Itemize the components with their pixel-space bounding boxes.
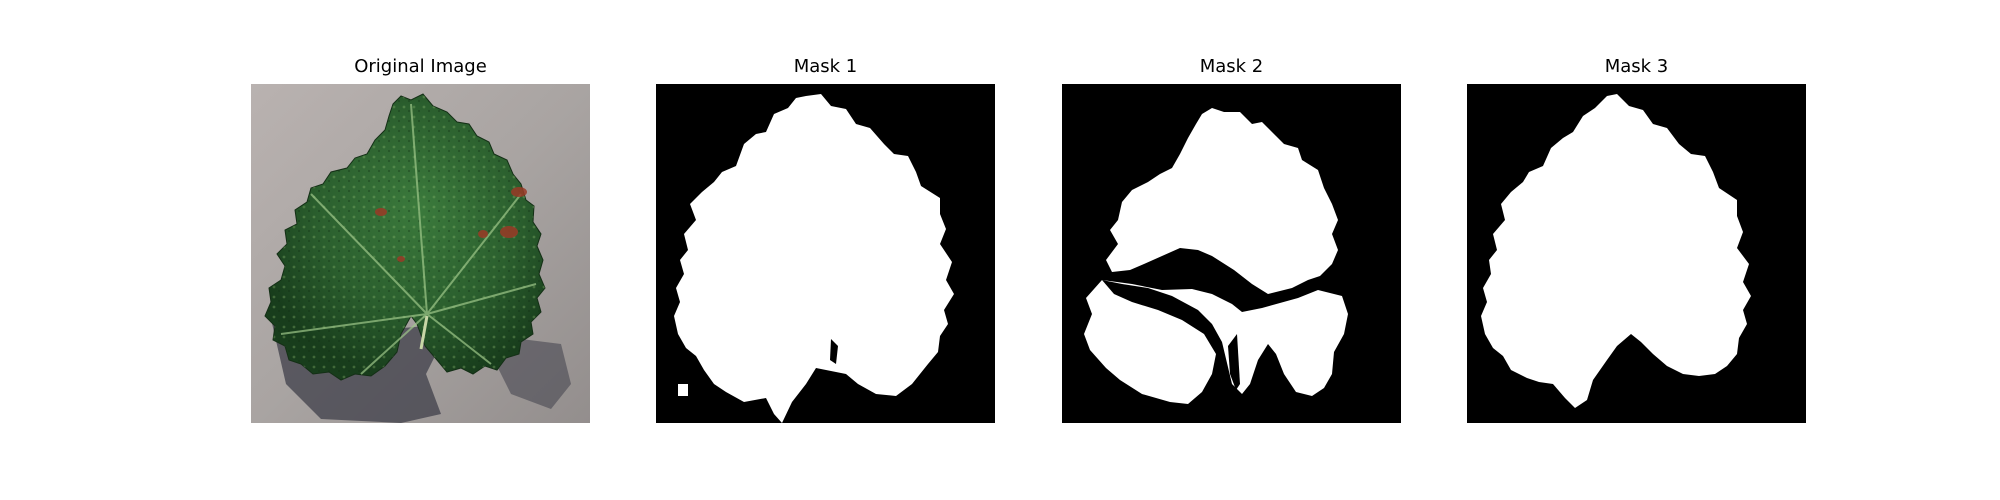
panel-mask-1: Mask 1	[656, 50, 995, 425]
panel-original-image: Original Image	[251, 50, 590, 425]
mask-1-image	[656, 84, 995, 423]
panel-title: Mask 1	[793, 56, 858, 77]
leaf-lesions	[375, 187, 527, 262]
panel-mask-3: Mask 3	[1467, 50, 1806, 425]
panel-title: Original Image	[354, 56, 487, 77]
mask-3-image	[1467, 84, 1806, 423]
leaf-veins	[280, 103, 537, 375]
mask-foreground	[674, 94, 954, 423]
mask-foreground	[1481, 94, 1751, 408]
panel-mask-2: Mask 2	[1062, 50, 1401, 425]
panel-title: Mask 2	[1199, 56, 1264, 77]
leaf-photo	[251, 84, 590, 423]
mask-foreground-lower	[1102, 280, 1348, 396]
leaf-stem	[419, 315, 429, 350]
mask-foreground-upper	[1106, 108, 1338, 294]
panel-title: Mask 3	[1604, 56, 1669, 77]
mask-2-image	[1062, 84, 1401, 423]
